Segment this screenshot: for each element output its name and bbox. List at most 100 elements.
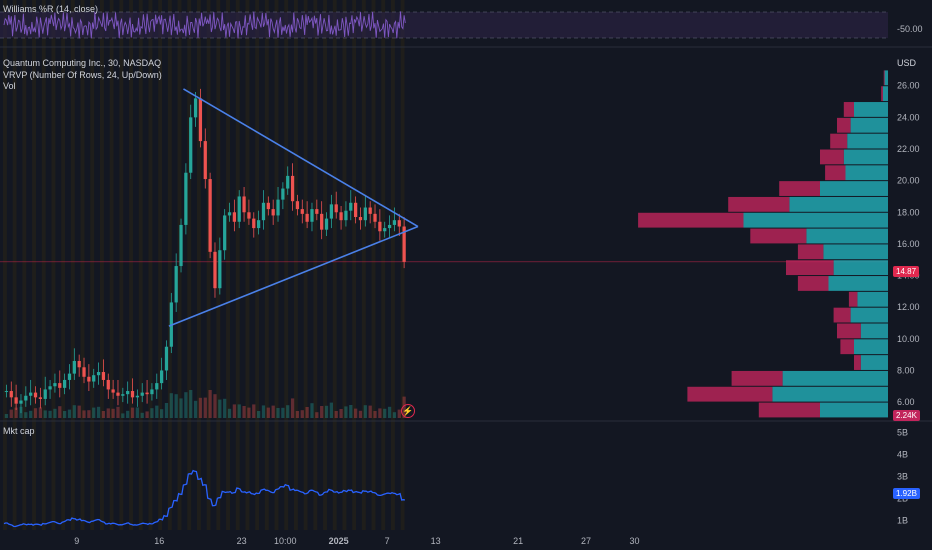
vp-down-bar: [779, 181, 820, 196]
vp-up-bar: [847, 133, 888, 149]
currency-label[interactable]: USD: [897, 58, 917, 68]
candle-body: [203, 141, 207, 180]
time-tick-label: 10:00: [274, 536, 297, 546]
session-band: [294, 0, 298, 530]
price-tick-label: 20.00: [897, 176, 920, 186]
volume-bar: [203, 397, 207, 418]
price-tick-label: 8.00: [897, 365, 915, 375]
time-tick-label: 23: [237, 536, 247, 546]
candle-body: [324, 218, 329, 230]
price-tick-label: 10.00: [897, 334, 920, 344]
candle-body: [82, 367, 86, 377]
volume-bar: [9, 409, 13, 418]
volume-bar: [247, 407, 251, 418]
vp-up-bar: [772, 386, 888, 402]
volume-bar: [310, 403, 314, 418]
session-band: [109, 0, 114, 530]
last-price-badge: 14.87: [893, 266, 920, 277]
time-tick-label: 2025: [329, 536, 349, 546]
vp-down-bar: [854, 355, 861, 370]
vp-up-bar: [845, 165, 888, 181]
vrvp-title[interactable]: VRVP (Number Of Rows, 24, Up/Down): [3, 70, 162, 80]
session-band: [100, 0, 104, 530]
volume-bar: [368, 405, 372, 418]
volume-bar: [58, 406, 62, 418]
volume-bar: [324, 405, 329, 418]
session-band: [381, 0, 386, 530]
session-band: [70, 0, 75, 530]
candle-body: [179, 224, 183, 267]
mktcap-tick-label: 1B: [897, 516, 908, 526]
price-tick-label: 16.00: [897, 239, 920, 249]
vp-down-bar: [797, 276, 829, 291]
candle-body: [266, 202, 270, 210]
volume-bar: [43, 410, 47, 418]
mktcap-title[interactable]: Mkt cap: [3, 426, 35, 436]
vp-down-bar: [825, 165, 846, 181]
volume-bar: [295, 411, 300, 418]
candle-body: [189, 117, 193, 173]
vol-title[interactable]: Vol: [3, 81, 16, 91]
candle-body: [354, 202, 358, 218]
volume-bar: [169, 393, 173, 418]
oscillator-title[interactable]: Williams %R (14, close): [3, 4, 99, 14]
candle-body: [96, 372, 101, 376]
candle-body: [290, 175, 295, 202]
vp-down-bar: [883, 70, 885, 86]
volume-bar: [24, 412, 28, 418]
time-tick-label: 9: [74, 536, 79, 546]
session-band: [323, 0, 327, 530]
volume-bar: [67, 409, 72, 418]
candle-body: [24, 395, 28, 401]
volume-bar: [145, 411, 149, 418]
volume-bar: [155, 405, 159, 418]
price-tick-label: 18.00: [897, 207, 920, 217]
osc-band: [0, 12, 888, 38]
vp-up-bar: [882, 86, 888, 102]
mktcap-value-badge: 1.92B: [893, 488, 920, 499]
session-band: [284, 0, 289, 530]
volume-bar: [174, 394, 178, 418]
vp-down-bar: [731, 370, 783, 386]
volume-bar: [126, 410, 130, 418]
session-band: [158, 0, 163, 530]
volume-bar: [111, 408, 115, 418]
session-band: [206, 0, 211, 530]
vp-down-bar: [820, 149, 844, 165]
trendline-lower: [168, 225, 419, 327]
candle-body: [63, 379, 67, 388]
candle-body: [4, 391, 9, 393]
candle-body: [58, 383, 62, 388]
candle-body: [92, 375, 96, 382]
price-tick-label: 6.00: [897, 397, 915, 407]
volume-bar: [290, 398, 295, 418]
volume-bar: [334, 411, 338, 418]
time-axis[interactable]: 9 16 23 10:00 2025 7 13 21 27 30: [74, 536, 639, 546]
session-band: [41, 0, 46, 530]
session-band: [197, 0, 201, 530]
volume-bar: [363, 405, 367, 418]
candle-body: [363, 207, 367, 221]
price-tick-label: 26.00: [897, 81, 920, 91]
candle-body: [286, 175, 290, 189]
symbol-title[interactable]: Quantum Computing Inc., 30, NASDAQ: [3, 58, 162, 68]
candle-body: [334, 204, 338, 213]
volume-bar: [164, 403, 169, 418]
candle-body: [349, 202, 353, 211]
session-band: [187, 0, 192, 530]
volume-badge: 2.24K: [893, 410, 920, 421]
vp-up-bar: [828, 276, 888, 291]
volume-bar: [29, 410, 33, 418]
volume-bar: [38, 407, 42, 418]
volume-bar: [189, 390, 193, 418]
candle-body: [218, 250, 222, 289]
candle-body: [121, 394, 125, 396]
volume-bar: [266, 407, 270, 418]
volume-bar: [315, 412, 319, 418]
candle-body: [77, 360, 81, 368]
candle-body: [261, 202, 266, 221]
volume-bar: [116, 406, 120, 418]
time-tick-label: 21: [513, 536, 523, 546]
lightning-icon[interactable]: ⚡: [401, 404, 415, 418]
